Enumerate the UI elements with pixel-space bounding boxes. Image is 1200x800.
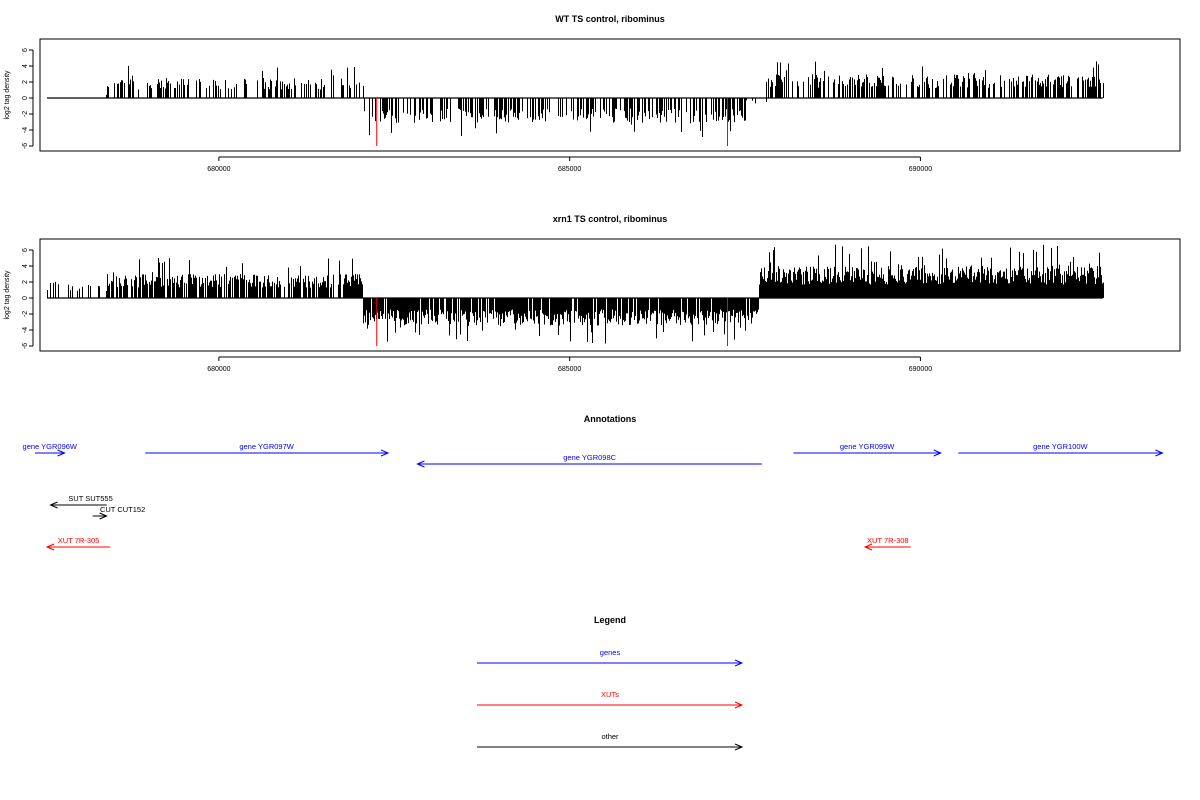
y-tick-label: -6 bbox=[22, 143, 29, 149]
legend-label: other bbox=[601, 732, 619, 741]
arrow-head bbox=[57, 449, 66, 457]
density-bars bbox=[47, 61, 1104, 146]
xrn1-density-panel: xrn1 TS control, ribominus log2 tag dens… bbox=[4, 214, 1181, 373]
arrow-head bbox=[49, 501, 58, 509]
x-tick-label: 690000 bbox=[909, 366, 932, 373]
x-tick-label: 685000 bbox=[558, 366, 581, 373]
y-tick-label: -2 bbox=[22, 111, 29, 117]
panel-title: WT TS control, ribominus bbox=[555, 14, 665, 24]
annotations-title: Annotations bbox=[584, 414, 637, 424]
y-tick-label: 2 bbox=[22, 80, 29, 84]
arrow-head bbox=[863, 543, 873, 551]
arrow-head bbox=[45, 543, 55, 551]
feature-arrow bbox=[793, 449, 943, 457]
legend-items: genes XUTs other bbox=[477, 648, 744, 751]
panel-title: xrn1 TS control, ribominus bbox=[553, 214, 668, 224]
arrow-head bbox=[734, 743, 744, 751]
feature-label: XUT 7R-305 bbox=[58, 536, 100, 545]
x-tick-label: 680000 bbox=[207, 366, 230, 373]
y-axis-label: log2 tag density bbox=[4, 70, 11, 120]
axes: -6 -4 -2 0 2 4 6 680000 685000 690000 bbox=[22, 248, 932, 373]
plot-frame bbox=[39, 38, 1181, 152]
legend-arrow bbox=[477, 659, 744, 667]
arrow-head bbox=[1155, 449, 1164, 457]
legend-title: Legend bbox=[594, 615, 626, 625]
feature-label: gene YGR099W bbox=[840, 442, 895, 451]
legend-arrow bbox=[477, 701, 744, 709]
plot-frame bbox=[39, 238, 1181, 352]
arrow-head bbox=[380, 449, 390, 457]
feature-arrow bbox=[416, 460, 762, 468]
x-tick-label: 680000 bbox=[207, 166, 230, 173]
x-tick-label: 690000 bbox=[909, 166, 932, 173]
feature-label: gene YGR096W bbox=[23, 442, 78, 451]
feature-label: gene YGR098C bbox=[563, 453, 616, 462]
y-tick-label: -6 bbox=[22, 343, 29, 349]
feature-label: XUT 7R-308 bbox=[867, 536, 909, 545]
annotations-panel: Annotations gene YGR096W gene YGR097Wgene… bbox=[23, 414, 1164, 551]
arrow-head bbox=[99, 512, 108, 520]
legend-label: genes bbox=[600, 648, 621, 657]
feature-arrow bbox=[45, 543, 111, 551]
feature-track: gene YGR096W gene YGR097W gene YGR098C gene… bbox=[23, 442, 1164, 551]
feature-label: gene YGR100W bbox=[1033, 442, 1088, 451]
arrow-head bbox=[933, 449, 943, 457]
arrow-head bbox=[416, 460, 425, 468]
feature-arrow bbox=[958, 449, 1164, 457]
y-tick-label: -4 bbox=[22, 327, 29, 333]
legend-arrow bbox=[477, 743, 744, 751]
y-tick-label: 4 bbox=[22, 64, 29, 68]
legend-label: XUTs bbox=[601, 690, 619, 699]
wt-density-panel: WT TS control, ribominus log2 tag densit… bbox=[4, 14, 1181, 173]
y-tick-label: 0 bbox=[22, 296, 29, 300]
y-axis-label: log2 tag density bbox=[4, 270, 11, 320]
legend-panel: Legend genes XUTs other bbox=[477, 615, 744, 751]
y-tick-label: 4 bbox=[22, 264, 29, 268]
feature-label: SUT SUT555 bbox=[68, 494, 112, 503]
feature-arrow bbox=[863, 543, 911, 551]
arrow-head bbox=[734, 701, 744, 709]
y-tick-label: 0 bbox=[22, 96, 29, 100]
feature-arrow bbox=[92, 512, 108, 520]
x-tick-label: 685000 bbox=[558, 166, 581, 173]
y-tick-label: 6 bbox=[22, 248, 29, 252]
feature-arrow bbox=[145, 449, 390, 457]
y-tick-label: -4 bbox=[22, 127, 29, 133]
density-bars bbox=[47, 244, 1104, 346]
axes: -6 -4 -2 0 2 4 6 680000 685000 690000 bbox=[22, 48, 932, 173]
feature-label: CUT CUT152 bbox=[100, 505, 145, 514]
feature-label: gene YGR097W bbox=[239, 442, 294, 451]
feature-arrow bbox=[35, 449, 66, 457]
y-tick-label: 6 bbox=[22, 48, 29, 52]
y-tick-label: 2 bbox=[22, 280, 29, 284]
y-tick-label: -2 bbox=[22, 311, 29, 317]
feature-arrow bbox=[49, 501, 107, 509]
arrow-head bbox=[734, 659, 744, 667]
